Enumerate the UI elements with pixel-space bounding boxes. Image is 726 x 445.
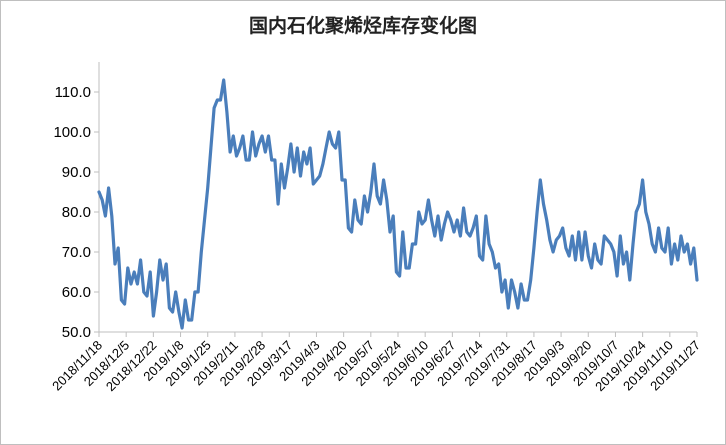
chart-title: 国内石化聚烯烃库存变化图 — [249, 14, 477, 37]
series-group — [97, 78, 699, 330]
y-tick-label: 70.0 — [62, 244, 91, 261]
y-tick-label: 100.0 — [53, 124, 91, 141]
y-tick-label: 110.0 — [55, 84, 91, 101]
series-line-0 — [97, 78, 699, 330]
y-axis-ticks: 50.0 60.0 70.0 80.0 90.0 100.0 110.0 — [53, 84, 99, 341]
y-tick-label: 50.0 — [62, 324, 91, 341]
y-tick-label: 60.0 — [62, 284, 91, 301]
y-tick-label: 80.0 — [62, 204, 91, 221]
y-tick-label: 90.0 — [62, 164, 91, 181]
x-axis-ticks: 2018/11/182018/12/52018/12/222019/1/8201… — [49, 332, 703, 394]
